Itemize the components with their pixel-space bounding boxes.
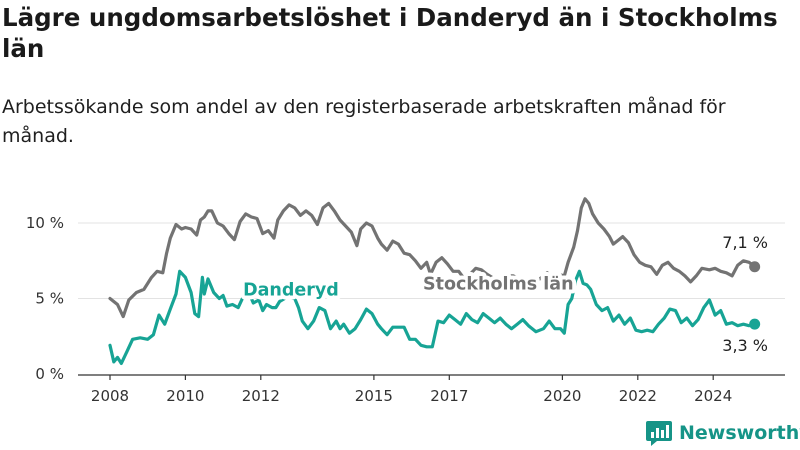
end-marker-danderyd	[749, 318, 761, 330]
chart-title: Lägre ungdomsarbetslöshet i Danderyd än …	[2, 3, 778, 63]
series-label-halo: Danderyd	[243, 280, 339, 300]
y-tick-label: 0 %	[35, 365, 64, 383]
gridlines	[78, 222, 785, 299]
y-tick-label: 10 %	[26, 214, 64, 232]
end-markers: 7,1 % 3,3 %	[722, 233, 768, 355]
x-axis: 2008 2010 2012 2015 2017 2020 2022 2024	[78, 374, 785, 405]
x-tick-label: 2022	[619, 387, 657, 405]
newsworthy-logo: Newsworthy	[645, 419, 800, 447]
x-tick-label: 2024	[694, 387, 732, 405]
series-lines	[108, 197, 757, 365]
end-label-stockholm: 7,1 %	[722, 233, 768, 252]
x-tick-label: 2012	[242, 387, 280, 405]
series-line-danderyd	[108, 269, 757, 365]
brand-name: Newsworthy	[679, 422, 800, 444]
end-label-danderyd: 3,3 %	[722, 336, 768, 355]
series-line-stockholm	[108, 197, 757, 319]
series-label-danderyd: Danderyd	[243, 280, 339, 300]
y-tick-label: 5 %	[35, 290, 64, 308]
end-marker-stockholm	[749, 261, 761, 273]
series-label-halo: Stockholms län	[423, 274, 574, 294]
chart-subtitle: Arbetssökande som andel av den registerb…	[2, 96, 726, 147]
x-tick-label: 2008	[91, 387, 129, 405]
x-tick-label: 2017	[430, 387, 468, 405]
bar-chart-logo-icon	[646, 421, 672, 446]
x-tick-label: 2020	[543, 387, 581, 405]
x-tick-label: 2010	[166, 387, 204, 405]
x-tick-label: 2015	[355, 387, 393, 405]
series-label-stockholm: Stockholms län	[423, 274, 574, 294]
y-axis: 0 % 5 % 10 %	[26, 214, 64, 383]
